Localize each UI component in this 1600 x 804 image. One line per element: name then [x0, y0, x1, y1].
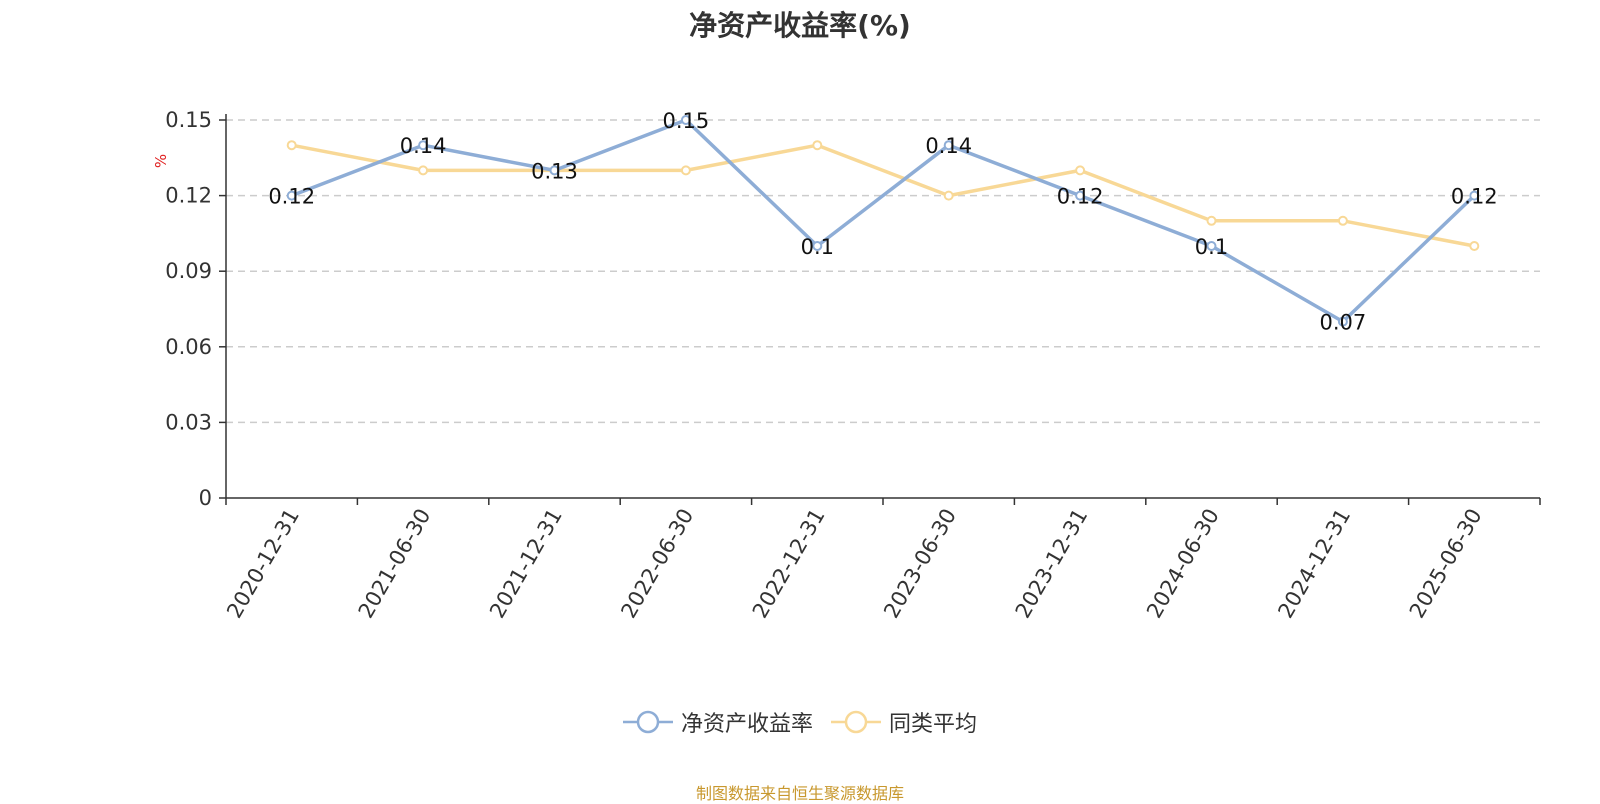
data-label: 0.14 [400, 134, 447, 158]
data-label: 0.13 [531, 159, 578, 183]
x-tick-label: 2025-06-30 [1405, 505, 1487, 623]
legend-item[interactable]: 同类平均 [831, 706, 977, 738]
x-tick-label: 2023-12-31 [1011, 505, 1093, 623]
data-point [943, 140, 954, 151]
axes [219, 114, 1541, 505]
x-tick-label: 2021-06-30 [354, 504, 436, 622]
y-tick-label: 0.03 [165, 410, 212, 434]
y-tick-label: 0 [199, 486, 212, 510]
chart-title: 净资产收益率(%) [689, 9, 911, 42]
data-point [812, 140, 823, 151]
data-point [680, 115, 691, 125]
series-line [291, 118, 1476, 324]
x-tick-label: 2024-06-30 [1142, 505, 1224, 623]
x-tick-label: 2021-12-31 [485, 505, 567, 623]
x-tick-label: 2022-12-31 [748, 505, 830, 623]
source-note: 制图数据来自恒生聚源数据库 [695, 784, 904, 803]
legend-item[interactable]: 净资产收益率 [622, 706, 813, 738]
data-point [1075, 190, 1086, 201]
data-point [1469, 190, 1480, 201]
legend: 净资产收益率 同类平均 [0, 706, 1600, 738]
y-tick-labels: 0 0.03 0.06 0.09 0.12 0.15 [165, 108, 212, 510]
data-label: 0.15 [663, 109, 710, 133]
data-labels: 0.12 0.14 0.13 0.15 0.1 0.14 0.12 0.1 0.07 0.12 [268, 109, 1497, 335]
data-point [1206, 215, 1217, 226]
y-axis-unit-label: % [152, 154, 170, 168]
data-label: 0.14 [925, 134, 972, 158]
data-point [418, 165, 429, 176]
data-label: 0.1 [801, 235, 834, 259]
data-point [1075, 165, 1086, 176]
data-point [943, 190, 954, 201]
data-point [1469, 241, 1480, 251]
y-tick-label: 0.12 [165, 184, 212, 208]
data-point [812, 241, 823, 251]
x-tick-label: 2022-06-30 [616, 505, 698, 623]
data-label: 0.12 [1451, 185, 1498, 209]
data-point [418, 140, 429, 151]
series-line [291, 143, 1475, 248]
x-tick-label: 2024-12-31 [1273, 505, 1355, 623]
legend-label: 净资产收益率 [680, 712, 813, 737]
data-point [286, 190, 297, 201]
legend-label: 同类平均 [889, 712, 978, 737]
x-tick-label: 2023-06-30 [879, 504, 961, 622]
data-point [680, 165, 691, 176]
y-tick-label: 0.06 [165, 335, 212, 359]
data-point [1337, 316, 1348, 327]
data-label: 0.1 [1195, 235, 1228, 259]
legend-marker [636, 710, 660, 734]
legend-marker [844, 710, 868, 734]
y-tick-label: 0.09 [165, 259, 212, 283]
data-label: 0.12 [268, 185, 315, 209]
data-point [1206, 241, 1217, 251]
x-tick-label: 2020-12-31 [222, 505, 304, 623]
data-label: 0.12 [1057, 185, 1104, 209]
legend-swatch [831, 710, 881, 734]
x-tick-labels: 2020-12-31 2021-06-30 2021-12-31 2022-06-30… [222, 504, 1486, 622]
data-point [1337, 215, 1348, 226]
grid-lines [226, 119, 1540, 424]
data-label: 0.07 [1320, 311, 1367, 335]
legend-swatch [622, 710, 673, 734]
series-lines [286, 115, 1480, 327]
data-point [286, 140, 297, 151]
data-point [549, 165, 560, 176]
y-tick-label: 0.15 [165, 108, 212, 132]
